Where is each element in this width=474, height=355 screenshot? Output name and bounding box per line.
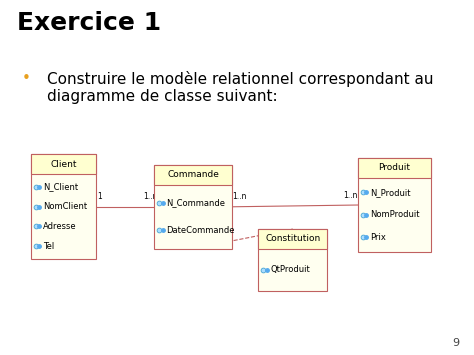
Bar bbox=[154, 165, 232, 185]
Text: Exercice 1: Exercice 1 bbox=[17, 11, 161, 35]
Text: 1: 1 bbox=[97, 192, 102, 202]
Bar bbox=[358, 158, 431, 178]
Text: N_Produit: N_Produit bbox=[370, 188, 410, 197]
Bar bbox=[154, 165, 232, 248]
Text: Commande: Commande bbox=[167, 170, 219, 179]
Text: Client: Client bbox=[50, 160, 77, 169]
Text: NomClient: NomClient bbox=[43, 202, 87, 211]
Text: 1..n: 1..n bbox=[144, 192, 158, 201]
Text: N_Commande: N_Commande bbox=[166, 198, 225, 207]
Text: NomProduit: NomProduit bbox=[370, 210, 419, 219]
Bar bbox=[358, 158, 431, 252]
Text: 9: 9 bbox=[453, 338, 460, 348]
Text: Constitution: Constitution bbox=[265, 234, 320, 243]
Bar bbox=[31, 154, 96, 259]
Text: DateCommande: DateCommande bbox=[166, 226, 235, 235]
Text: Prix: Prix bbox=[370, 233, 385, 242]
Bar bbox=[258, 229, 327, 291]
Text: Adresse: Adresse bbox=[43, 222, 76, 231]
Text: N_Client: N_Client bbox=[43, 182, 78, 191]
Bar bbox=[31, 154, 96, 174]
Text: 1..n: 1..n bbox=[233, 192, 247, 201]
Text: 1..n: 1..n bbox=[343, 191, 357, 200]
Text: Tel: Tel bbox=[43, 242, 54, 251]
Text: Construire le modèle relationnel correspondant au
diagramme de classe suivant:: Construire le modèle relationnel corresp… bbox=[47, 71, 434, 104]
Text: •: • bbox=[21, 71, 30, 86]
Text: Produit: Produit bbox=[379, 163, 410, 172]
Bar bbox=[258, 229, 327, 248]
Text: QtProduit: QtProduit bbox=[270, 265, 310, 274]
